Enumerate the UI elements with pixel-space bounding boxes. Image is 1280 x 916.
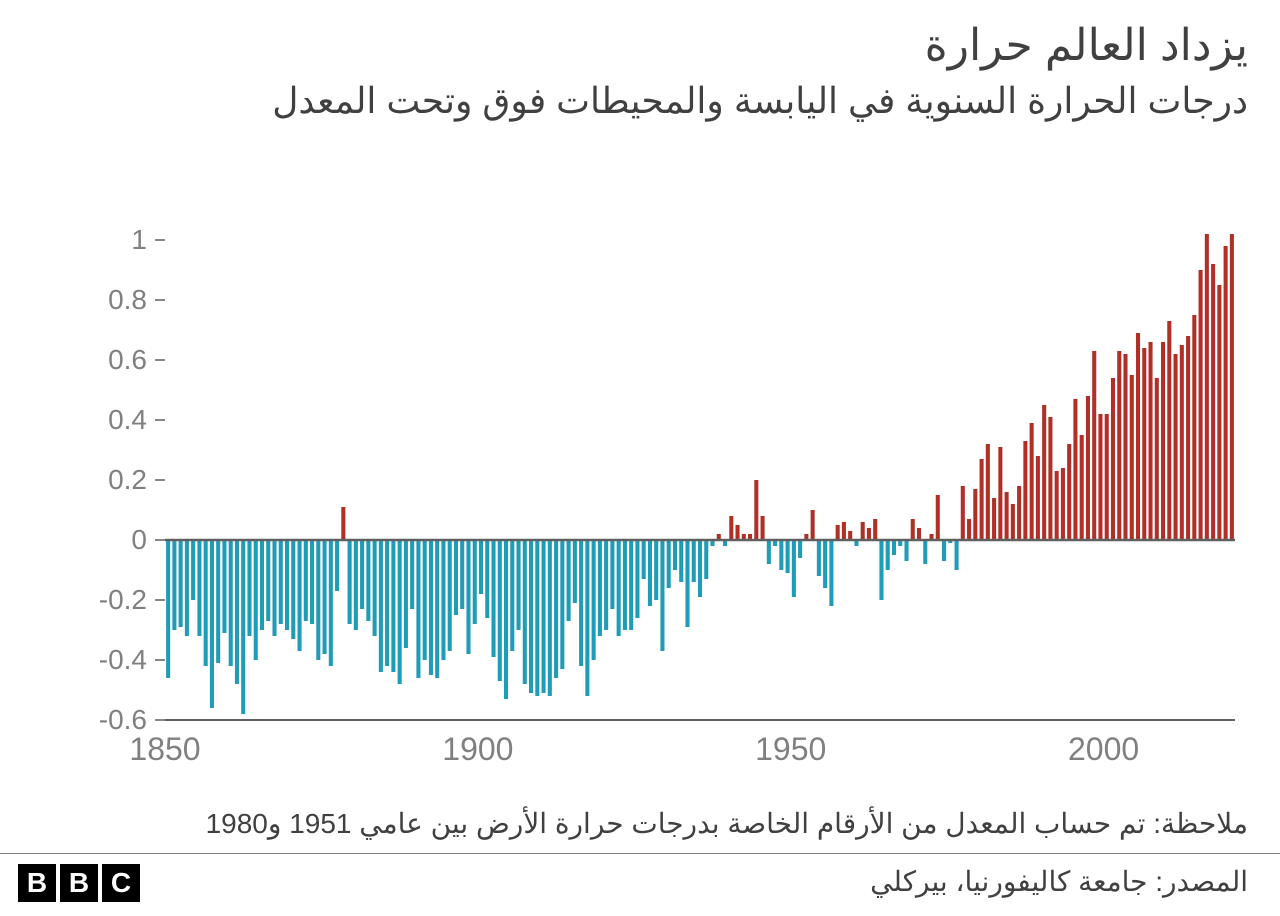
chart-note: ملاحظة: تم حساب المعدل من الأرقام الخاصة… xyxy=(180,807,1248,840)
svg-text:0.2: 0.2 xyxy=(108,464,147,495)
svg-text:2000: 2000 xyxy=(1068,731,1139,767)
svg-text:0.8: 0.8 xyxy=(108,284,147,315)
chart-title: يزداد العالم حرارة xyxy=(925,20,1248,71)
svg-text:1900: 1900 xyxy=(442,731,513,767)
bbc-logo-letter: B xyxy=(18,864,56,902)
svg-text:1950: 1950 xyxy=(755,731,826,767)
chart-source: المصدر: جامعة كاليفورنيا، بيركلي xyxy=(870,865,1248,898)
svg-text:0.4: 0.4 xyxy=(108,404,147,435)
chart-area: -0.6-0.4-0.200.20.40.60.8118501900195020… xyxy=(0,170,1280,790)
bbc-logo-letter: C xyxy=(102,864,140,902)
svg-text:-0.2: -0.2 xyxy=(99,584,147,615)
footer-divider xyxy=(0,853,1280,854)
svg-text:0.6: 0.6 xyxy=(108,344,147,375)
chart-svg: -0.6-0.4-0.200.20.40.60.8118501900195020… xyxy=(0,170,1280,790)
bbc-logo: B B C xyxy=(18,864,140,902)
svg-text:1: 1 xyxy=(131,224,147,255)
svg-text:-0.4: -0.4 xyxy=(99,644,147,675)
bbc-logo-letter: B xyxy=(60,864,98,902)
chart-subtitle: درجات الحرارة السنوية في اليابسة والمحيط… xyxy=(272,80,1248,122)
svg-text:0: 0 xyxy=(131,524,147,555)
svg-text:1850: 1850 xyxy=(129,731,200,767)
